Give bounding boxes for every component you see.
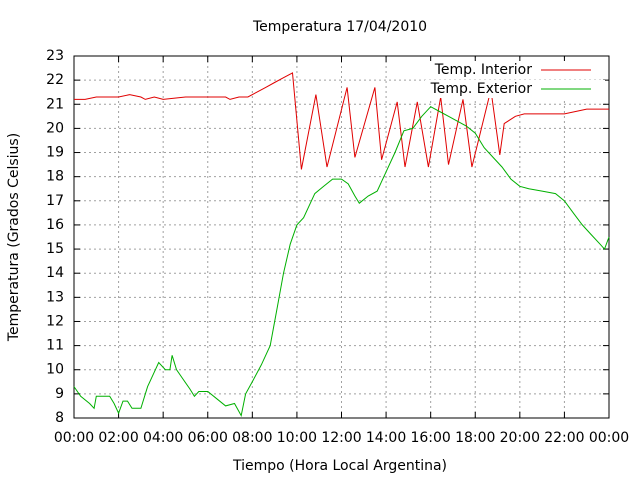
y-tick-label: 13 [46, 289, 64, 305]
x-tick-label: 20:00 [500, 430, 540, 446]
chart-title: Temperatura 17/04/2010 [252, 19, 427, 35]
x-tick-label: 12:00 [321, 430, 361, 446]
y-tick-label: 17 [46, 193, 64, 209]
legend-label: Temp. Exterior [430, 81, 533, 97]
x-tick-label: 06:00 [188, 430, 228, 446]
x-axis-label: Tiempo (Hora Local Argentina) [232, 458, 447, 474]
series-line [74, 72, 609, 170]
y-tick-label: 11 [46, 338, 64, 354]
x-tick-label: 00:00 [589, 430, 629, 446]
x-tick-label: 10:00 [277, 430, 317, 446]
legend-label: Temp. Interior [434, 62, 533, 78]
y-tick-label: 22 [46, 72, 64, 88]
y-tick-label: 14 [46, 265, 64, 281]
y-tick-label: 18 [46, 169, 64, 185]
y-tick-label: 9 [55, 386, 64, 402]
x-tick-label: 02:00 [98, 430, 138, 446]
series-line [73, 106, 610, 418]
y-tick-label: 19 [46, 145, 64, 161]
legend-bg [425, 80, 605, 98]
y-tick-label: 15 [46, 241, 64, 257]
legend-bg [425, 61, 605, 79]
y-tick-label: 20 [46, 120, 64, 136]
y-tick-label: 23 [46, 48, 64, 64]
y-tick-label: 21 [46, 96, 64, 112]
x-tick-label: 00:00 [54, 430, 94, 446]
y-tick-label: 10 [46, 362, 64, 378]
y-tick-label: 12 [46, 313, 64, 329]
y-axis-label: Temperatura (Grados Celsius) [6, 133, 22, 342]
x-tick-label: 04:00 [143, 430, 183, 446]
y-tick-label: 8 [55, 410, 64, 426]
x-tick-label: 14:00 [366, 430, 406, 446]
y-tick-label: 16 [46, 217, 64, 233]
x-tick-label: 18:00 [455, 430, 495, 446]
x-tick-label: 22:00 [544, 430, 584, 446]
x-tick-label: 08:00 [232, 430, 272, 446]
x-tick-label: 16:00 [410, 430, 450, 446]
